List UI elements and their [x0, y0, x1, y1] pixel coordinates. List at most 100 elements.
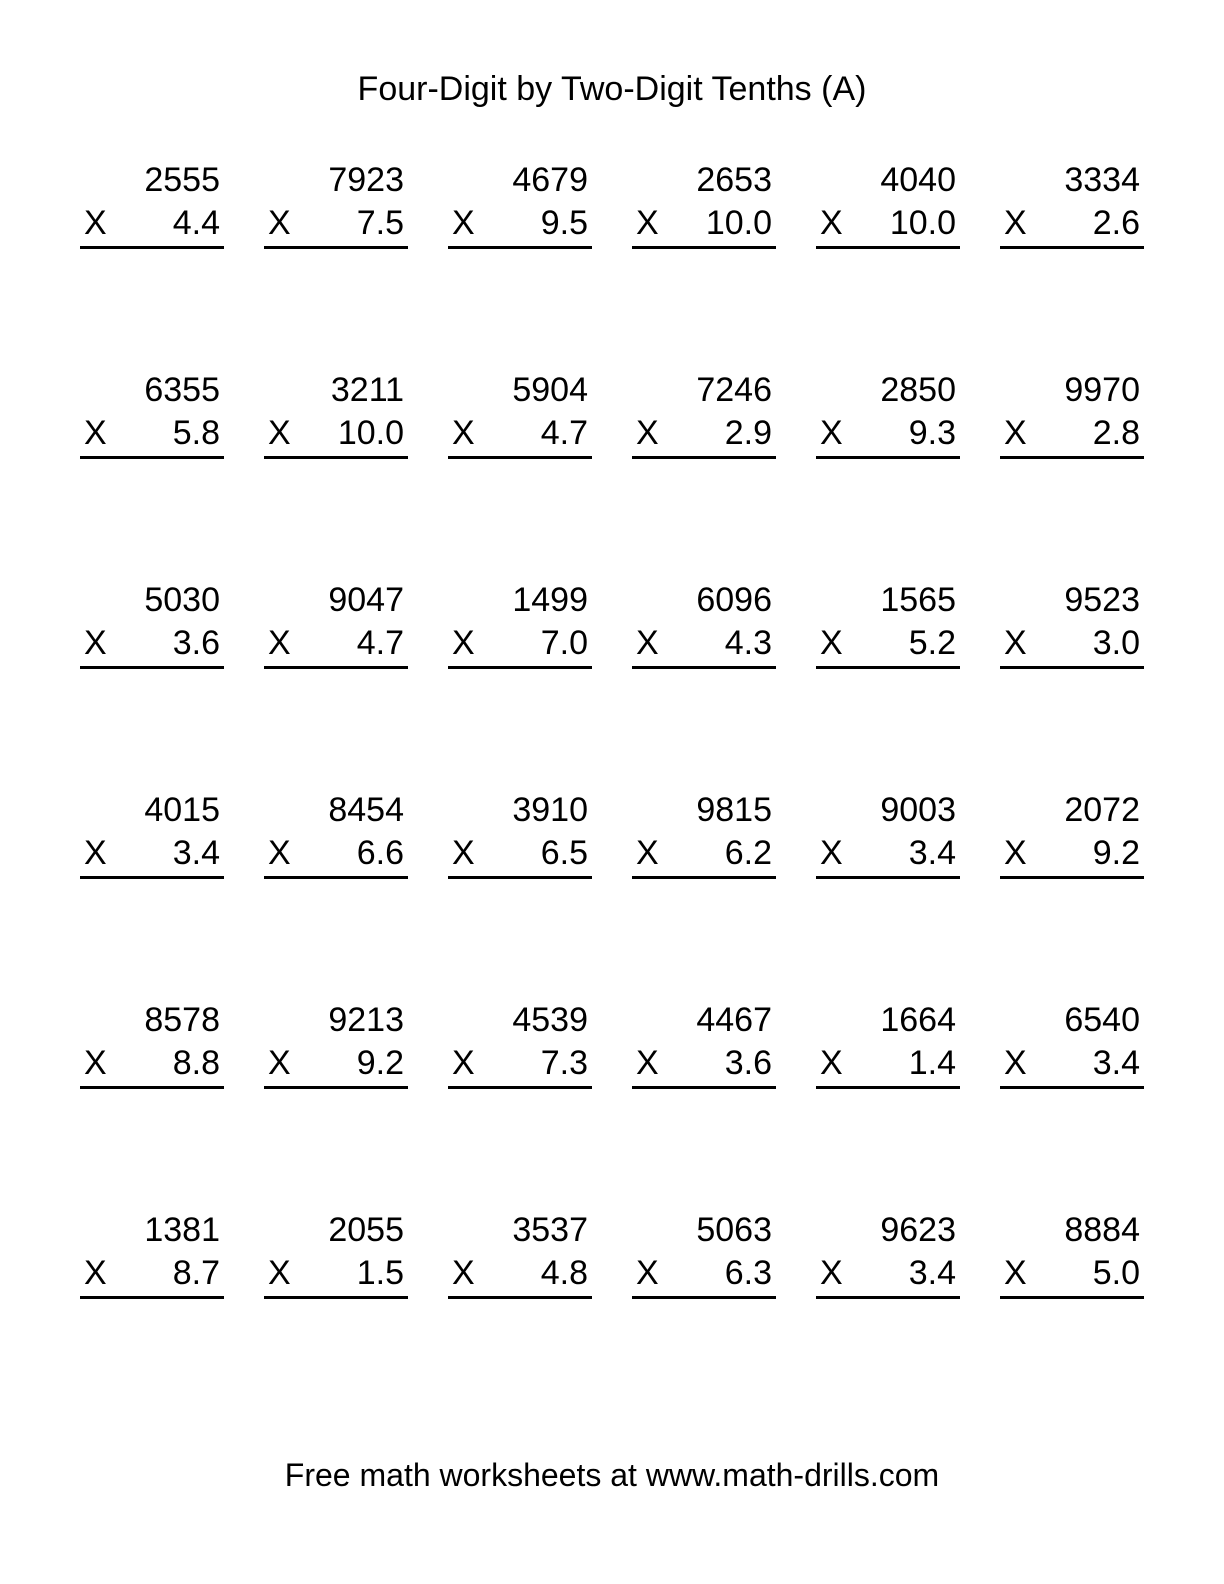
multiply-symbol: X	[820, 412, 843, 455]
multiplication-problem: 8578X8.8	[80, 999, 224, 1089]
multiply-symbol: X	[820, 622, 843, 665]
multiply-symbol: X	[820, 202, 843, 245]
multiply-symbol: X	[1004, 622, 1027, 665]
multiply-symbol: X	[268, 1252, 291, 1295]
multiplier-row: X3.4	[1000, 1042, 1144, 1090]
multiplier: 10.0	[338, 412, 404, 455]
multiplication-problem: 4539X7.3	[448, 999, 592, 1089]
multiplier-row: X10.0	[264, 412, 408, 460]
multiply-symbol: X	[1004, 1042, 1027, 1085]
multiply-symbol: X	[268, 202, 291, 245]
multiplier-row: X 9.5	[448, 202, 592, 250]
multiply-symbol: X	[1004, 1252, 1027, 1295]
multiplicand: 8454	[264, 789, 408, 832]
multiply-symbol: X	[452, 1042, 475, 1085]
multiplicand: 9003	[816, 789, 960, 832]
multiplication-problem: 7923X7.5	[264, 159, 408, 249]
multiplier: 3.4	[173, 832, 220, 875]
multiplier: 9.2	[1093, 832, 1140, 875]
multiplication-problem: 9815X6.2	[632, 789, 776, 879]
page-title: Four-Digit by Two-Digit Tenths (A)	[80, 70, 1144, 109]
multiplicand: 6355	[80, 369, 224, 412]
multiplication-problem: 5030X3.6	[80, 579, 224, 669]
multiplicand: 2653	[632, 159, 776, 202]
multiplicand: 3211	[264, 369, 408, 412]
multiplicand: 1664	[816, 999, 960, 1042]
multiplication-problem: 2555X4.4	[80, 159, 224, 249]
multiplier-row: X4.7	[448, 412, 592, 460]
problem-grid: 2555X4.47923X7.54679X9.52653X10.04040X10…	[80, 159, 1144, 1299]
multiplicand: 4015	[80, 789, 224, 832]
multiply-symbol: X	[452, 832, 475, 875]
multiplicand: 2055	[264, 1209, 408, 1252]
multiplier-row: X10.0	[816, 202, 960, 250]
multiplier: 9.5	[541, 202, 588, 245]
multiplier: 7.0	[541, 622, 588, 665]
multiplier: 2.8	[1093, 412, 1140, 455]
multiplicand: 9815	[632, 789, 776, 832]
multiplicand: 5904	[448, 369, 592, 412]
multiplier: 6.3	[725, 1252, 772, 1295]
multiply-symbol: X	[636, 1252, 659, 1295]
multiplicand: 4679	[448, 159, 592, 202]
multiplication-problem: 6096X4.3	[632, 579, 776, 669]
multiplier-row: X8.8	[80, 1042, 224, 1090]
multiplication-problem: 4015X3.4	[80, 789, 224, 879]
multiplication-problem: 9047X4.7	[264, 579, 408, 669]
multiplier-row: X3.6	[632, 1042, 776, 1090]
multiply-symbol: X	[452, 622, 475, 665]
multiplication-problem: 9003X3.4	[816, 789, 960, 879]
multiplicand: 1565	[816, 579, 960, 622]
multiplication-problem: 2653X10.0	[632, 159, 776, 249]
multiplicand: 2072	[1000, 789, 1144, 832]
multiplicand: 2850	[816, 369, 960, 412]
multiplier: 4.8	[541, 1252, 588, 1295]
multiplier-row: X 7.0	[448, 622, 592, 670]
multiplier: 8.8	[173, 1042, 220, 1085]
multiplication-problem: 3211X10.0	[264, 369, 408, 459]
multiply-symbol: X	[84, 412, 107, 455]
multiplier-row: X6.6	[264, 832, 408, 880]
multiplication-problem: 2072X9.2	[1000, 789, 1144, 879]
multiplier: 3.6	[173, 622, 220, 665]
multiply-symbol: X	[268, 622, 291, 665]
multiplier-row: X9.2	[264, 1042, 408, 1090]
multiplier: 8.7	[173, 1252, 220, 1295]
multiplier-row: X3.4	[816, 1252, 960, 1300]
multiplication-problem: 3537X4.8	[448, 1209, 592, 1299]
multiply-symbol: X	[452, 202, 475, 245]
multiplier: 5.0	[1093, 1252, 1140, 1295]
multiplication-problem: 9623X3.4	[816, 1209, 960, 1299]
multiplier: 5.2	[909, 622, 956, 665]
multiplier: 10.0	[706, 202, 772, 245]
multiplier: 4.4	[173, 202, 220, 245]
multiplier-row: X2.6	[1000, 202, 1144, 250]
multiplier-row: X5.8	[80, 412, 224, 460]
multiplication-problem: 8884X5.0	[1000, 1209, 1144, 1299]
multiply-symbol: X	[820, 1252, 843, 1295]
multiplication-problem: 2850X9.3	[816, 369, 960, 459]
multiplicand: 6540	[1000, 999, 1144, 1042]
multiplier-row: X 5.0	[1000, 1252, 1144, 1300]
multiplier-row: X6.5	[448, 832, 592, 880]
multiplicand: 5063	[632, 1209, 776, 1252]
multiplier: 4.3	[725, 622, 772, 665]
multiplicand: 9047	[264, 579, 408, 622]
multiplication-problem: 8454X6.6	[264, 789, 408, 879]
multiplicand: 1381	[80, 1209, 224, 1252]
multiply-symbol: X	[636, 622, 659, 665]
multiplier-row: X1.4	[816, 1042, 960, 1090]
multiplication-problem: 3910X6.5	[448, 789, 592, 879]
multiplicand: 4467	[632, 999, 776, 1042]
multiplier-row: X 5.2	[816, 622, 960, 670]
multiplication-problem: 1565X 5.2	[816, 579, 960, 669]
multiplier: 1.5	[357, 1252, 404, 1295]
multiplier: 2.9	[725, 412, 772, 455]
multiplication-problem: 9213X9.2	[264, 999, 408, 1089]
multiplication-problem: 4679X 9.5	[448, 159, 592, 249]
multiplication-problem: 1664X1.4	[816, 999, 960, 1089]
multiplicand: 4040	[816, 159, 960, 202]
multiplier-row: X3.4	[80, 832, 224, 880]
multiplier-row: X4.8	[448, 1252, 592, 1300]
multiplicand: 9970	[1000, 369, 1144, 412]
